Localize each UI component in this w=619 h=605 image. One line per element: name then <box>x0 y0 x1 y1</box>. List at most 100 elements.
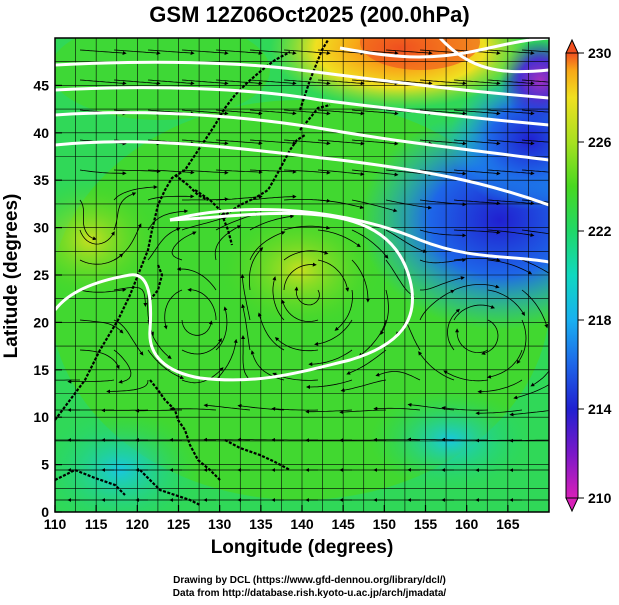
streamline <box>79 287 127 293</box>
streamline <box>453 169 501 176</box>
streamline <box>79 199 97 241</box>
x-tick-label: 125 <box>167 516 191 532</box>
streamline <box>453 139 501 146</box>
x-tick-label: 135 <box>249 516 273 532</box>
streamline <box>351 259 370 303</box>
streamline <box>147 194 195 201</box>
x-tick-label: 130 <box>208 516 232 532</box>
streamline <box>380 289 389 336</box>
streamline <box>419 199 467 207</box>
streamline <box>521 49 549 53</box>
y-axis-label: Latitude (degrees) <box>1 193 22 359</box>
streamline <box>283 225 331 231</box>
streamline <box>346 349 387 375</box>
streamline <box>181 319 213 336</box>
streamline <box>249 139 297 146</box>
x-tick-label: 140 <box>290 516 314 532</box>
streamline <box>385 229 427 253</box>
streamline <box>530 370 549 387</box>
streamline <box>487 169 535 176</box>
streamline <box>419 139 467 146</box>
streamline <box>283 49 331 56</box>
colorbar-tick-label: 214 <box>588 401 612 417</box>
streamline <box>113 223 142 261</box>
streamline <box>317 139 365 146</box>
streamline <box>334 289 353 331</box>
streamline <box>487 49 535 56</box>
streamline <box>181 139 229 146</box>
streamline <box>475 438 523 443</box>
streamline <box>79 319 124 334</box>
streamline <box>113 79 161 86</box>
streamline <box>317 259 350 292</box>
streamline <box>521 199 549 203</box>
streamline <box>521 79 549 83</box>
x-tick-label: 160 <box>455 516 479 532</box>
streamline <box>181 109 229 116</box>
streamline <box>113 185 158 201</box>
streamline <box>106 379 149 394</box>
streamline <box>407 402 455 411</box>
streamline <box>181 216 228 231</box>
streamline <box>215 306 228 351</box>
y-tick-label: 5 <box>41 457 49 473</box>
credit-dcl: Drawing by DCL (https://www.gfd-dennou.o… <box>173 575 446 586</box>
x-axis-label: Longitude (degrees) <box>210 537 394 558</box>
streamline <box>487 139 535 146</box>
streamline <box>306 379 353 389</box>
streamline <box>385 199 433 210</box>
streamline <box>521 289 549 329</box>
y-tick-label: 0 <box>41 504 49 520</box>
streamline <box>556 320 563 364</box>
streamline <box>240 273 251 321</box>
streamline <box>249 109 297 116</box>
streamline <box>373 406 421 411</box>
streamline <box>385 259 415 297</box>
streamline <box>79 49 127 56</box>
streamline <box>249 79 297 86</box>
streamline <box>317 49 365 56</box>
streamline <box>420 276 465 291</box>
streamline <box>79 349 120 370</box>
streamline <box>351 109 399 116</box>
chart-title: GSM 12Z06Oct2025 (200.0hPa) <box>149 2 470 27</box>
streamline <box>147 79 195 86</box>
streamline <box>441 406 489 411</box>
y-tick-label: 45 <box>33 77 49 93</box>
streamline <box>487 289 525 316</box>
y-tick-label: 40 <box>33 125 49 141</box>
streamline <box>249 214 295 231</box>
streamline <box>419 109 467 116</box>
streamline <box>317 79 365 86</box>
streamline <box>521 139 549 143</box>
y-tick-label: 10 <box>33 409 49 425</box>
x-tick-label: 155 <box>414 516 438 532</box>
streamline <box>181 367 224 384</box>
streamline <box>521 169 549 173</box>
y-tick-label: 35 <box>33 172 49 188</box>
streamline <box>308 349 353 367</box>
streamline <box>249 194 297 201</box>
geopotential-contours <box>55 38 549 382</box>
streamline <box>181 169 229 175</box>
streamline <box>521 229 549 235</box>
streamline <box>351 229 389 259</box>
streamline <box>147 227 181 261</box>
streamline <box>283 79 331 86</box>
streamline <box>487 79 535 86</box>
streamline <box>419 258 467 264</box>
streamline <box>113 192 137 231</box>
streamline <box>375 371 421 381</box>
x-tick-label: 120 <box>126 516 150 532</box>
streamline <box>249 247 264 291</box>
streamline <box>487 259 533 275</box>
streamline <box>237 403 285 411</box>
streamline <box>181 49 229 56</box>
streamline <box>317 229 361 248</box>
streamline <box>317 109 365 116</box>
streamline <box>314 319 353 346</box>
streamline <box>521 109 549 113</box>
streamline <box>79 79 127 86</box>
streamline <box>215 109 263 116</box>
streamline <box>113 349 132 384</box>
